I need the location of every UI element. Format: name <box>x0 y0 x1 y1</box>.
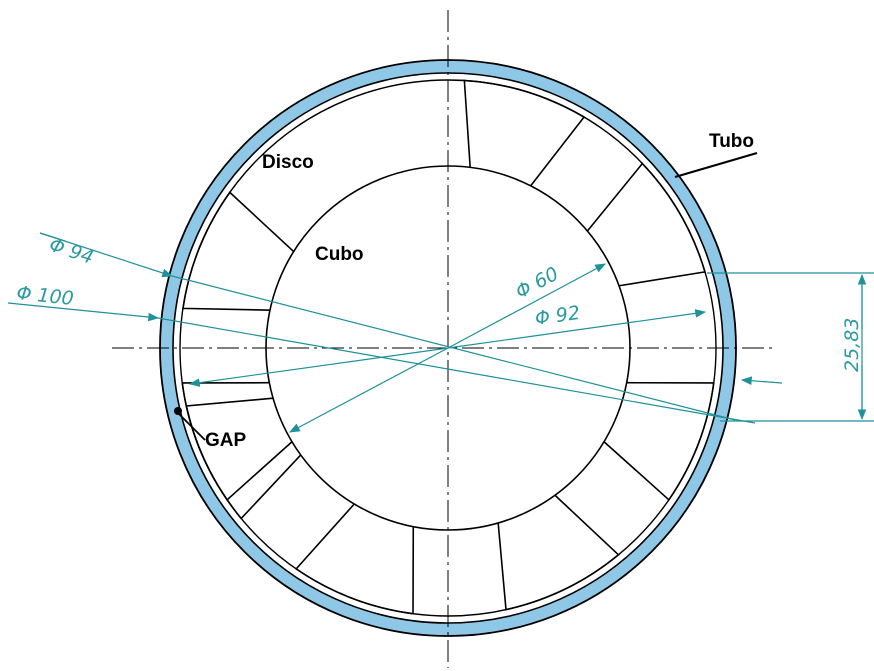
slot-7 <box>295 503 415 615</box>
dimension-d100 <box>7 302 756 424</box>
tubo-label: Tubo <box>709 131 754 152</box>
slot-3 <box>463 79 586 187</box>
dimension-d92 <box>188 309 707 387</box>
cubo-label: Cubo <box>315 244 364 265</box>
gap-marker <box>174 407 182 415</box>
dimension-d60 <box>289 263 606 433</box>
dim-label-d100: Φ 100 <box>15 282 74 310</box>
gap-leader <box>177 412 206 441</box>
gap-label: GAP <box>205 430 247 451</box>
slot-2 <box>182 191 295 311</box>
slot-4 <box>586 162 706 287</box>
tubo-leader <box>674 151 758 179</box>
slot-6 <box>497 494 620 611</box>
slot-8 <box>185 397 302 520</box>
disc-slots <box>181 79 715 615</box>
disco-label: Disco <box>262 152 314 173</box>
slot-5 <box>603 381 715 501</box>
dimension-d94 <box>39 232 736 421</box>
dim-label-height: 25,83 <box>841 318 863 372</box>
dimension-height <box>707 272 874 422</box>
dim-label-d94: Φ 94 <box>46 234 96 269</box>
tube-arrow <box>740 376 783 386</box>
